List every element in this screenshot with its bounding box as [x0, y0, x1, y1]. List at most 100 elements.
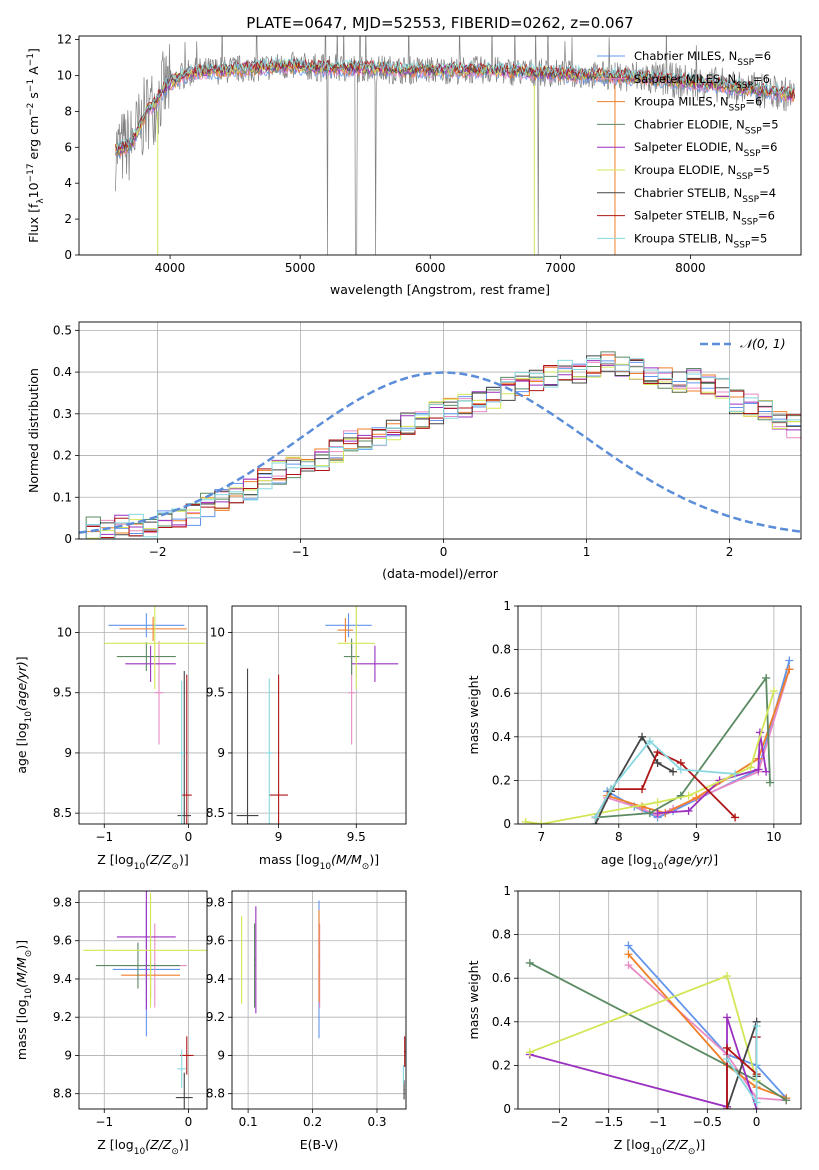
errorbars: [241, 900, 406, 1100]
x-axis-label: age [log10(age/yr)]: [601, 852, 718, 872]
errorbars: [83, 891, 207, 1109]
weight-series: [657, 732, 767, 814]
weight-marker: [723, 1105, 732, 1109]
x-tick-label: 6000: [415, 261, 446, 275]
y-tick-label: 0.4: [492, 730, 511, 744]
weight-marker: [669, 767, 678, 776]
x-tick-label: 2: [726, 545, 734, 559]
y-tick-label: 1: [503, 884, 511, 898]
x-tick-label: 1: [583, 545, 591, 559]
y-tick-label: 8: [64, 104, 72, 118]
axes-frame: [78, 605, 208, 825]
weight-marker: [645, 809, 654, 818]
weight-marker: [723, 1043, 732, 1052]
y-tick-label: 0.2: [492, 773, 511, 787]
weight-marker: [653, 758, 662, 767]
y-tick-label: 0.2: [492, 1058, 511, 1072]
panel-spectrum: 4000 5000 6000 7000 8000 0 2 4 6 8 10 12 Chabrier MI…: [26, 33, 802, 297]
legend-label: Kroupa STELIB, NSSP=5: [634, 231, 767, 250]
x-axis-label: Z [log10(Z/Z⊙)]: [97, 852, 188, 872]
figure-title: PLATE=0647, MJD=52553, FIBERID=0262, z=0…: [246, 14, 633, 32]
legend-label: Salpeter STELIB, NSSP=6: [634, 209, 775, 228]
x-tick-label: 0: [185, 830, 193, 844]
x-tick-label: 5000: [285, 261, 316, 275]
weight-marker: [624, 941, 633, 950]
residual-histogram: [85, 358, 801, 539]
x-tick-label: 9: [693, 830, 701, 844]
x-tick-label: −1: [649, 1115, 667, 1129]
x-axis-label: (data-model)/error: [382, 566, 499, 581]
y-tick-label: 9: [64, 746, 72, 760]
panel-age-vs-Z: −1 0 8.5 9 9.5 10 Z [log10(Z/Z⊙)] age [log10(ag…: [14, 605, 208, 872]
legend-label: Chabrier ELODIE, NSSP=5: [634, 117, 779, 136]
weight-marker: [723, 1054, 732, 1063]
axes-frame: [78, 890, 208, 1110]
x-axis-label: E(B-V): [300, 1137, 339, 1152]
x-tick-label: −1: [95, 830, 113, 844]
x-tick-label: 0.2: [303, 1115, 322, 1129]
y-tick-label: 0.8: [492, 643, 511, 657]
weight-marker: [765, 778, 774, 787]
weight-marker: [731, 769, 740, 778]
x-axis-label: Z [log10(Z/Z⊙)]: [97, 1137, 188, 1157]
y-axis-label: mass [log10(M/M⊙)]: [14, 940, 34, 1060]
weight-marker: [692, 793, 701, 802]
weight-marker: [645, 737, 654, 746]
weight-lines: [521, 656, 794, 824]
x-tick-label: 0: [753, 1115, 761, 1129]
weight-marker: [723, 972, 732, 981]
weight-marker: [752, 1098, 761, 1107]
x-tick-label: 9: [275, 830, 283, 844]
weight-marker: [754, 765, 763, 774]
y-tick-label: 9.5: [53, 686, 72, 700]
weight-marker: [769, 687, 778, 696]
legend-label: Kroupa ELODIE, NSSP=5: [634, 163, 770, 182]
axes-frame: [78, 35, 802, 256]
legend-label: Salpeter MILES, NSSP=6: [634, 72, 770, 91]
y-axis-label: Normed distribution: [26, 368, 41, 493]
y-tick-label: 2: [64, 212, 72, 226]
weight-marker: [762, 673, 771, 682]
weight-marker: [638, 785, 647, 794]
x-tick-label: −1: [95, 1115, 113, 1129]
x-tick-label: 0: [185, 1115, 193, 1129]
panel-weight-vs-age: 7 8 9 10 0 0.2 0.4 0.6 0.8 1 mass weight age [log10…: [466, 599, 802, 872]
y-tick-label: 9.4: [53, 972, 72, 986]
weight-marker: [591, 813, 600, 822]
y-tick-label: 0.4: [492, 1015, 511, 1029]
weight-series: [525, 690, 775, 824]
y-axis-label: mass weight: [466, 675, 481, 754]
x-tick-label: 10: [766, 830, 781, 844]
y-axis-label: Flux [fλ10−17 erg cm−2 s−1 A−1]: [26, 48, 46, 243]
y-tick-label: 0.4: [53, 365, 72, 379]
errorbars: [104, 606, 206, 824]
y-tick-label: 9.2: [206, 1010, 225, 1024]
y-axis-label: age [log10(age/yr)]: [14, 656, 34, 773]
weight-series: [594, 739, 736, 818]
axes-frame: [231, 605, 407, 825]
panel-weight-vs-Z: −2 −1.5 −1 −0.5 0 0 0.2 0.4 0.6 0.8 1 mass weight Z …: [466, 884, 802, 1157]
weight-marker: [624, 950, 633, 959]
y-tick-label: 9.8: [206, 895, 225, 909]
weight-marker: [607, 785, 616, 794]
y-tick-label: 9.4: [206, 972, 225, 986]
y-tick-label: 9.2: [53, 1010, 72, 1024]
legend-label: Chabrier STELIB, NSSP=4: [634, 186, 776, 205]
x-tick-label: −1.5: [594, 1115, 623, 1129]
legend-label: 𝒩(0, 1): [740, 336, 786, 351]
normal-curve: [79, 371, 801, 534]
residual-histogram: [85, 351, 801, 539]
weight-marker: [684, 791, 693, 800]
model-spectrum: [115, 57, 795, 153]
axes-frame: [517, 605, 802, 825]
y-tick-label: 8.8: [53, 1087, 72, 1101]
x-axis-label: Z [log10(Z/Z⊙)]: [614, 1137, 705, 1157]
x-tick-label: −2: [551, 1115, 569, 1129]
x-tick-label: 8: [615, 830, 623, 844]
y-tick-label: 9.8: [53, 895, 72, 909]
y-tick-label: 0: [64, 532, 72, 546]
y-tick-label: 9: [217, 746, 225, 760]
y-tick-label: 0.1: [53, 490, 72, 504]
x-tick-label: 0.3: [367, 1115, 386, 1129]
